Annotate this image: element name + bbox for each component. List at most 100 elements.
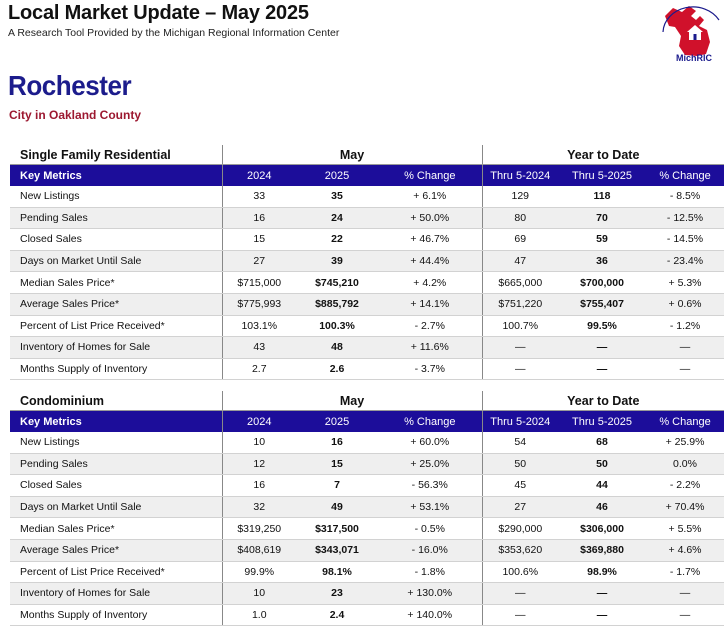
metric-value: 98.1% — [296, 561, 378, 584]
metric-value: $665,000 — [481, 271, 559, 294]
metric-value: - 16.0% — [378, 539, 483, 562]
column-header: 2025 — [296, 164, 378, 186]
metric-value: — — [558, 604, 647, 626]
metric-value: 98.9% — [558, 561, 647, 584]
metric-value: $408,619 — [221, 539, 296, 562]
metric-value: 45 — [481, 474, 559, 497]
logo-text: MichRIC — [676, 53, 712, 63]
metric-value: 118 — [558, 186, 647, 208]
city-name: Rochester — [8, 70, 132, 101]
table-row: Days on Market Until Sale 27 39 + 44.4% 47 36… — [10, 250, 725, 273]
condominium-table: Condominium May Year to Date Key Metrics 202… — [10, 391, 725, 626]
metric-value: + 140.0% — [378, 604, 483, 626]
metric-name: Percent of List Price Received* — [10, 561, 222, 584]
metric-value: 0.0% — [646, 453, 725, 476]
county-label: City in Oakland County — [9, 108, 142, 122]
report-title: Local Market Update – May 2025 — [8, 2, 309, 24]
metric-value: 2.6 — [296, 358, 378, 381]
metric-value: 27 — [481, 496, 559, 519]
metric-value: - 14.5% — [646, 228, 725, 251]
column-header-row: Key Metrics 2024 2025% Change Thru 5-2024 Th… — [10, 410, 725, 432]
metric-name: Pending Sales — [10, 453, 222, 476]
metric-value: + 60.0% — [378, 432, 483, 454]
metric-value: 43 — [221, 336, 296, 359]
metric-value: — — [558, 358, 647, 381]
metric-value: 10 — [221, 582, 296, 605]
metric-value: + 4.2% — [378, 271, 483, 294]
metric-value: + 11.6% — [378, 336, 483, 359]
metric-value: 33 — [221, 186, 296, 208]
table-row: Pending Sales 16 24 + 50.0% 80 70- 12.5% — [10, 207, 725, 230]
metric-value: 15 — [221, 228, 296, 251]
metric-value: - 3.7% — [378, 358, 483, 381]
metric-value: + 46.7% — [378, 228, 483, 251]
metric-name: Pending Sales — [10, 207, 222, 230]
metric-value: 100.3% — [296, 315, 378, 338]
metric-value: $306,000 — [558, 517, 647, 540]
metric-value: — — [481, 604, 559, 626]
metric-value: - 12.5% — [646, 207, 725, 230]
column-header: % Change — [378, 164, 483, 186]
column-header: Key Metrics — [10, 164, 222, 186]
metric-value: — — [481, 336, 559, 359]
column-header: Thru 5-2025 — [558, 164, 647, 186]
metric-value: 100.6% — [481, 561, 559, 584]
table-row: Months Supply of Inventory 1.0 2.4 + 140.0%… — [10, 604, 725, 626]
metric-value: - 1.2% — [646, 315, 725, 338]
metric-name: New Listings — [10, 432, 222, 454]
single-family-section: Single Family Residential May Year to Date… — [10, 145, 725, 381]
house-icon — [687, 25, 703, 40]
metric-value: - 23.4% — [646, 250, 725, 273]
column-header: % Change — [646, 410, 725, 432]
metric-value: $715,000 — [221, 271, 296, 294]
metric-value: - 2.2% — [646, 474, 725, 497]
metric-value: 54 — [481, 432, 559, 454]
metric-value: + 25.0% — [378, 453, 483, 476]
metric-value: 69 — [481, 228, 559, 251]
metric-name: Average Sales Price* — [10, 539, 222, 562]
table-row: Inventory of Homes for Sale 43 48 + 11.6% — —… — [10, 336, 725, 359]
metric-value: + 6.1% — [378, 186, 483, 208]
metric-value: — — [646, 336, 725, 359]
metric-value: 7 — [296, 474, 378, 497]
table-row: Closed Sales 15 22 + 46.7% 69 59- 14.5% — [10, 228, 725, 251]
metric-value: + 130.0% — [378, 582, 483, 605]
metric-name: Months Supply of Inventory — [10, 358, 222, 381]
table-row: Months Supply of Inventory 2.7 2.6- 3.7% — —… — [10, 358, 725, 381]
metric-value: $700,000 — [558, 271, 647, 294]
column-header: 2025 — [296, 410, 378, 432]
metric-value: 15 — [296, 453, 378, 476]
metric-value: 129 — [481, 186, 559, 208]
metric-value: $775,993 — [221, 293, 296, 316]
metric-value: — — [481, 358, 559, 381]
table-row: New Listings 33 35 + 6.1% 129 118- 8.5% — [10, 186, 725, 208]
metric-value: — — [646, 582, 725, 605]
column-header: 2024 — [221, 164, 296, 186]
metric-value: $751,220 — [481, 293, 559, 316]
metric-value: — — [558, 336, 647, 359]
metric-value: $290,000 — [481, 517, 559, 540]
metric-value: 68 — [558, 432, 647, 454]
metric-name: Average Sales Price* — [10, 293, 222, 316]
metric-value: 50 — [481, 453, 559, 476]
metric-value: — — [646, 358, 725, 381]
metric-value: - 8.5% — [646, 186, 725, 208]
metric-value: 48 — [296, 336, 378, 359]
condominium-section: Condominium May Year to Date Key Metrics 202… — [10, 391, 725, 626]
logo-arc — [662, 6, 720, 33]
column-header: Thru 5-2024 — [481, 410, 559, 432]
metric-value: + 44.4% — [378, 250, 483, 273]
group-ytd: Year to Date — [481, 145, 725, 165]
metric-value: $317,500 — [296, 517, 378, 540]
metric-name: Inventory of Homes for Sale — [10, 336, 222, 359]
section-title: Condominium — [10, 391, 222, 411]
metric-name: Days on Market Until Sale — [10, 496, 222, 519]
metric-value: 35 — [296, 186, 378, 208]
metric-value: $369,880 — [558, 539, 647, 562]
table-row: Days on Market Until Sale 32 49 + 53.1% 27 46… — [10, 496, 725, 519]
metric-value: - 1.7% — [646, 561, 725, 584]
metric-value: 10 — [221, 432, 296, 454]
table-row: Median Sales Price* $715,000 $745,210 + 4.2… — [10, 271, 725, 294]
table-row: Median Sales Price* $319,250 $317,500- 0.5… — [10, 517, 725, 540]
metric-value: 1.0 — [221, 604, 296, 626]
